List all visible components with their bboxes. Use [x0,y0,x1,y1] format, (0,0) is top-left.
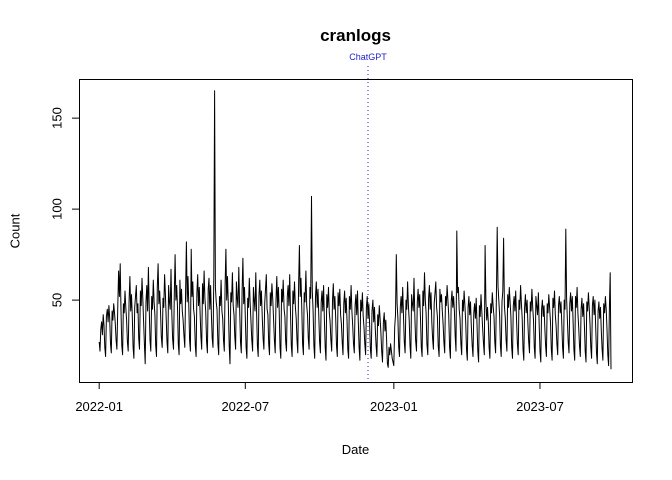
x-tick-label: 2023-01 [369,399,418,414]
x-tick-label: 2022-07 [221,399,270,414]
y-tick-label: 50 [49,292,65,308]
x-tick-marks [98,382,541,389]
chatgpt-annotation-label: ChatGPT [349,52,387,62]
y-axis-label: Count [7,213,23,249]
y-tick-label: 100 [49,198,65,220]
y-tick-marks [72,117,79,301]
y-tick-label: 150 [49,107,65,129]
series-line [98,90,612,370]
plot-box [79,79,633,383]
chart-title: cranlogs [320,26,391,45]
x-tick-label: 2022-01 [75,399,124,414]
x-axis-label: Date [341,442,370,457]
x-tick-label: 2023-07 [516,399,564,414]
